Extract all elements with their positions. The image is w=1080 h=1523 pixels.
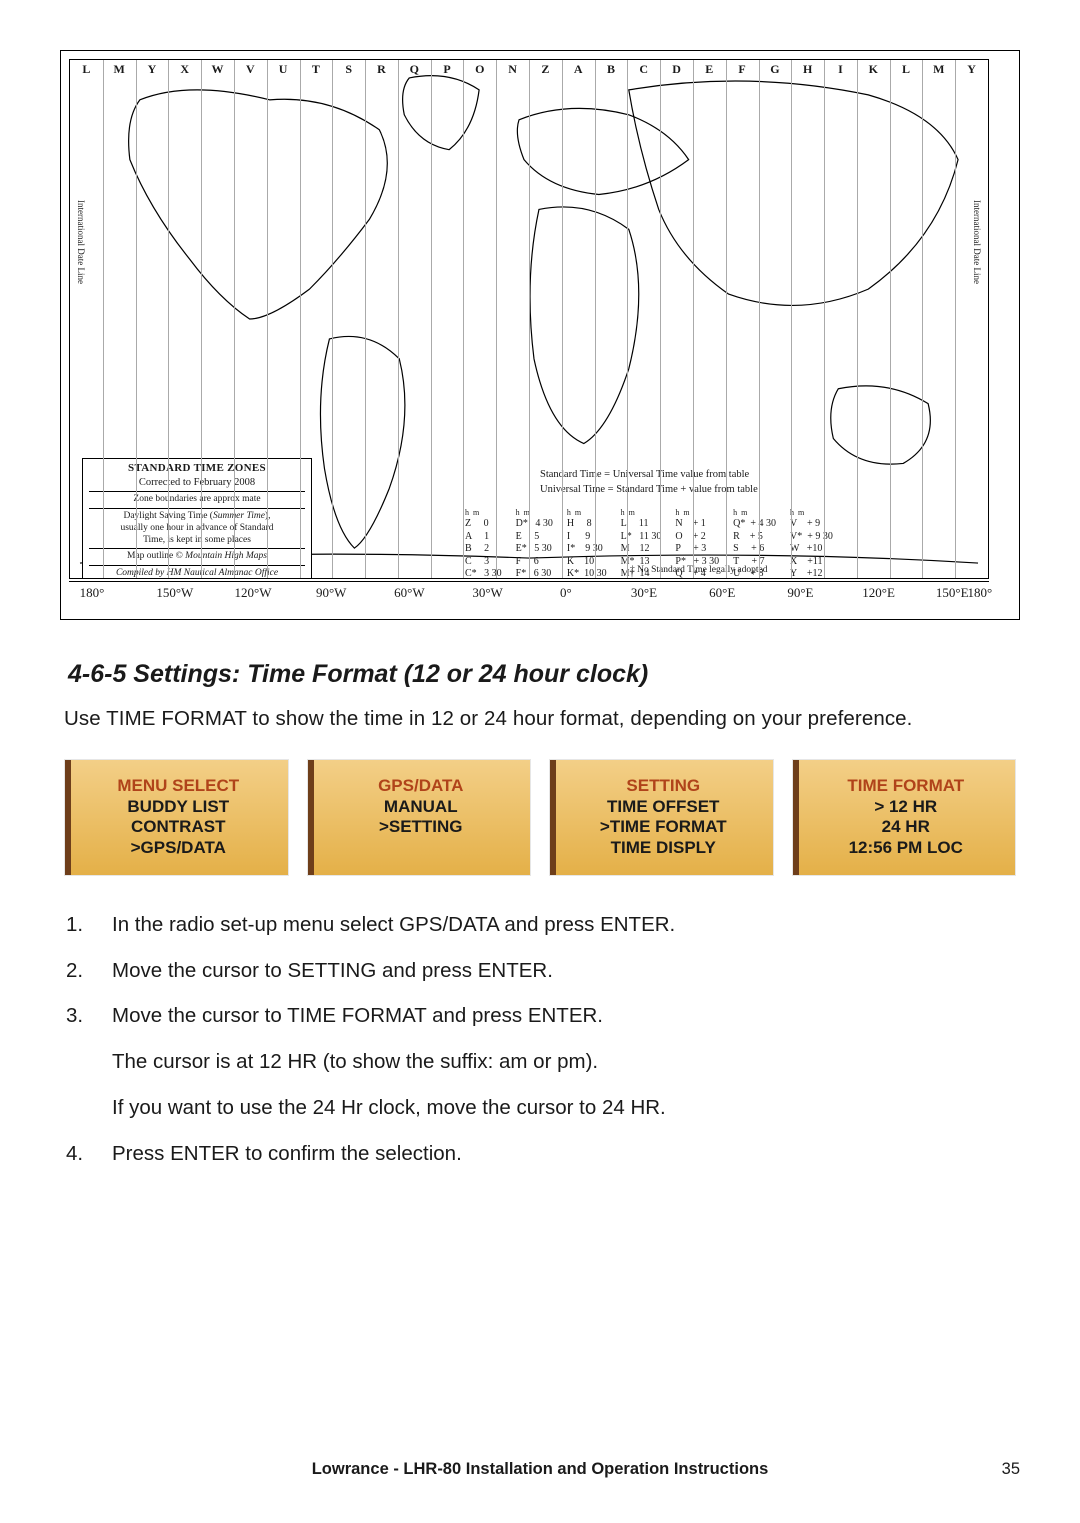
std-outline: Map outline © Mountain High Maps (89, 551, 305, 563)
menu4-title: TIME FORMAT (811, 776, 1002, 797)
offset-column: h mH 8 I 9 I* 9 30 K 10 K* 10 30 (567, 508, 607, 579)
std-approx: Zone boundaries are approx mate (89, 494, 305, 506)
zone-letter: N (508, 62, 517, 77)
zone-letter: V (246, 62, 255, 77)
standard-zones-box: STANDARD TIME ZONES Corrected to Februar… (82, 458, 312, 579)
longitude-axis: 180° 150°W 120°W 90°W 60°W 30°W 0° 30°E 60°E 90°E… (69, 581, 989, 619)
step-line: The cursor is at 12 HR (to show the suff… (112, 1047, 666, 1077)
menu2-line3: >SETTING (326, 817, 517, 838)
zone-letter: M (933, 62, 944, 77)
zone-letter: Z (541, 62, 549, 77)
instruction-step: 2.Move the cursor to SETTING and press E… (66, 956, 1020, 986)
step-number: 3. (66, 1001, 112, 1122)
longitude-label: 0° (560, 585, 572, 601)
menu4-line3: 24 HR (811, 817, 1002, 838)
time-zone-map: WORLD MAP OF TIME ZONES International Da… (60, 50, 1020, 620)
zone-letter: H (803, 62, 812, 77)
offset-column: h mD* 4 30 E 5 E* 5 30 F 6 F* 6 30 G 7 (516, 508, 553, 579)
footer-title: Lowrance - LHR-80 Installation and Opera… (60, 1460, 1020, 1479)
longitude-label: 180° (80, 585, 105, 601)
longitude-label: 30°E (631, 585, 657, 601)
std-compiled: Compiled by HM Nautical Almanac Office (89, 568, 305, 579)
no-std-note: ‡ No Standard Time legally adopted (630, 565, 767, 575)
zone-letter: R (377, 62, 386, 77)
menu-box-2: GPS/DATA MANUAL >SETTING (307, 759, 532, 876)
std-corrected: Corrected to February 2008 (89, 476, 305, 489)
menu-box-4: TIME FORMAT > 12 HR 24 HR 12:56 PM LOC (792, 759, 1017, 876)
menu3-line2: TIME OFFSET (568, 797, 759, 818)
step-body: Move the cursor to SETTING and press ENT… (112, 956, 553, 986)
section-intro: Use TIME FORMAT to show the time in 12 o… (64, 707, 1020, 731)
longitude-label: 120°E (862, 585, 895, 601)
zone-letter: L (82, 62, 90, 77)
zone-letter: Y (148, 62, 157, 77)
menu-box-1: MENU SELECT BUDDY LIST CONTRAST >GPS/DAT… (64, 759, 289, 876)
zone-letter: B (607, 62, 615, 77)
step-body: In the radio set-up menu select GPS/DATA… (112, 910, 675, 940)
step-number: 1. (66, 910, 112, 940)
zone-letter: Q (410, 62, 419, 77)
longitude-label: 30°W (472, 585, 502, 601)
step-line: Press ENTER to confirm the selection. (112, 1139, 462, 1169)
zone-letter: G (770, 62, 779, 77)
menu1-line3: CONTRAST (83, 817, 274, 838)
zone-letter: S (345, 62, 352, 77)
menu1-title: MENU SELECT (83, 776, 274, 797)
menu3-line3: >TIME FORMAT (568, 817, 759, 838)
longitude-label: 120°W (235, 585, 272, 601)
menu1-line4: >GPS/DATA (83, 838, 274, 859)
menu1-line2: BUDDY LIST (83, 797, 274, 818)
longitude-label: 90°E (787, 585, 813, 601)
step-number: 4. (66, 1139, 112, 1169)
step-line: Move the cursor to SETTING and press ENT… (112, 956, 553, 986)
map-canvas: International Date Line International Da… (69, 59, 989, 579)
std-title: STANDARD TIME ZONES (89, 462, 305, 476)
menu2-line2: MANUAL (326, 797, 517, 818)
zone-letter: K (869, 62, 878, 77)
step-line: Move the cursor to TIME FORMAT and press… (112, 1001, 666, 1031)
zone-letter: X (180, 62, 189, 77)
page-footer: Lowrance - LHR-80 Installation and Opera… (60, 1460, 1020, 1479)
step-body: Press ENTER to confirm the selection. (112, 1139, 462, 1169)
longitude-label: 60°E (709, 585, 735, 601)
zone-letter: Y (967, 62, 976, 77)
zone-letter: U (279, 62, 288, 77)
zone-letter: E (705, 62, 713, 77)
longitude-label: 150°W (156, 585, 193, 601)
zone-letter: C (639, 62, 648, 77)
menu2-title: GPS/DATA (326, 776, 517, 797)
step-number: 2. (66, 956, 112, 986)
step-line: If you want to use the 24 Hr clock, move… (112, 1093, 666, 1123)
longitude-label: 180° (967, 585, 992, 601)
step-line: In the radio set-up menu select GPS/DATA… (112, 910, 675, 940)
menu-flow: MENU SELECT BUDDY LIST CONTRAST >GPS/DAT… (64, 759, 1016, 876)
zone-letter: M (114, 62, 125, 77)
footer-page-number: 35 (1002, 1460, 1020, 1479)
zone-letter: F (738, 62, 745, 77)
zone-letter: L (902, 62, 910, 77)
instruction-step: 4.Press ENTER to confirm the selection. (66, 1139, 1020, 1169)
section-heading: 4-6-5 Settings: Time Format (12 or 24 ho… (68, 660, 1020, 689)
offset-column: h mV + 9 V* + 9 30 W +10 X +11 Y +12 (790, 508, 833, 579)
instruction-step: 1.In the radio set-up menu select GPS/DA… (66, 910, 1020, 940)
step-body: Move the cursor to TIME FORMAT and press… (112, 1001, 666, 1122)
zone-letter: D (672, 62, 681, 77)
zone-letter: O (475, 62, 484, 77)
longitude-label: 60°W (394, 585, 424, 601)
instruction-steps: 1.In the radio set-up menu select GPS/DA… (66, 910, 1020, 1168)
menu4-line4: 12:56 PM LOC (811, 838, 1002, 859)
zone-letter: A (574, 62, 583, 77)
zone-letter: T (312, 62, 320, 77)
menu3-line4: TIME DISPLY (568, 838, 759, 859)
menu-box-3: SETTING TIME OFFSET >TIME FORMAT TIME DI… (549, 759, 774, 876)
menu4-line2: > 12 HR (811, 797, 1002, 818)
zone-letter: P (443, 62, 450, 77)
menu3-title: SETTING (568, 776, 759, 797)
instruction-step: 3.Move the cursor to TIME FORMAT and pre… (66, 1001, 1020, 1122)
zone-letter: W (212, 62, 224, 77)
longitude-label: 150°E (936, 585, 969, 601)
std-dst: Daylight Saving Time (Summer Time), usua… (89, 511, 305, 547)
longitude-label: 90°W (316, 585, 346, 601)
zone-letter: I (838, 62, 843, 77)
